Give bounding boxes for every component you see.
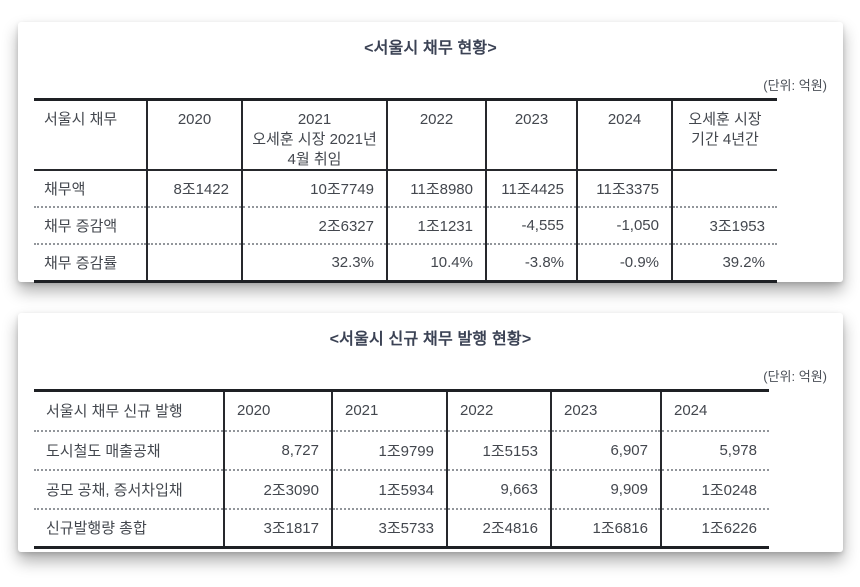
table-cell: 11조3375 xyxy=(576,170,672,208)
table-cell: 39.2% xyxy=(671,244,777,282)
table-row: 채무액 8조1422 10조7749 11조8980 11조4425 11조33… xyxy=(34,170,777,208)
header-cell: 2024 xyxy=(660,390,769,431)
header-row: 서울시 채무 신규 발행 2020 2021 2022 2023 2024 xyxy=(34,390,769,431)
table-cell: -0.9% xyxy=(576,244,672,282)
row-label: 채무 증감액 xyxy=(44,218,118,236)
header-cell: 2023 xyxy=(550,390,661,431)
unit-label: (단위: 억원) xyxy=(763,369,827,384)
table-cell: 10조7749 xyxy=(241,170,387,208)
row-label: 신규발행량 총합 xyxy=(46,520,147,538)
table-cell xyxy=(146,207,242,245)
table-row: 채무 증감률 32.3% 10.4% -3.8% -0.9% 39.2% xyxy=(34,244,777,282)
header-cell: 오세훈 시장 기간 4년간 xyxy=(671,99,777,171)
header-cell: 서울시 채무 xyxy=(44,111,118,128)
table-cell: 1조6816 xyxy=(550,508,661,548)
new-debt-issuance-table: 서울시 채무 신규 발행 2020 2021 2022 2023 2024 도시… xyxy=(34,389,769,549)
table-cell: 8조1422 xyxy=(146,170,242,208)
table-cell: 3조1953 xyxy=(671,207,777,245)
header-cell: 2020 xyxy=(146,99,242,171)
row-label: 채무 증감률 xyxy=(44,255,118,273)
table-cell: -4,555 xyxy=(485,207,577,245)
table-cell: 5,978 xyxy=(660,430,769,470)
header-cell: 2021 오세훈 시장 2021년 4월 취임 xyxy=(241,99,387,171)
header-cell: 2020 xyxy=(223,390,332,431)
table-cell: 9,909 xyxy=(550,469,661,509)
table-cell: 11조4425 xyxy=(485,170,577,208)
table-cell xyxy=(146,244,242,282)
table-cell: 1조9799 xyxy=(331,430,447,470)
debt-status-table: 서울시 채무 2020 2021 오세훈 시장 2021년 4월 취임 2022… xyxy=(34,98,777,283)
table-cell: 11조8980 xyxy=(386,170,486,208)
table-row: 공모 공채, 증서차입채 2조3090 1조5934 9,663 9,909 1… xyxy=(34,469,769,509)
table-cell: -3.8% xyxy=(485,244,577,282)
new-debt-issuance-card: <서울시 신규 채무 발행 현황> (단위: 억원) 서울시 채무 신규 발행 … xyxy=(18,313,843,552)
table-cell: 9,663 xyxy=(446,469,551,509)
header-cell: 2021 xyxy=(331,390,447,431)
table-cell: 2조6327 xyxy=(241,207,387,245)
row-label: 도시철도 매출공채 xyxy=(46,442,161,460)
header-cell: 2022 xyxy=(386,99,486,171)
table-cell: 1조1231 xyxy=(386,207,486,245)
table-cell: 3조5733 xyxy=(331,508,447,548)
table-cell: 1조6226 xyxy=(660,508,769,548)
table-row: 신규발행량 총합 3조1817 3조5733 2조4816 1조6816 1조6… xyxy=(34,508,769,548)
header-cell: 2022 xyxy=(446,390,551,431)
new-debt-issuance-title: <서울시 신규 채무 발행 현황> xyxy=(329,331,532,348)
table-cell: -1,050 xyxy=(576,207,672,245)
row-label: 채무액 xyxy=(44,181,86,199)
table-cell: 32.3% xyxy=(241,244,387,282)
table-cell: 2조4816 xyxy=(446,508,551,548)
table-row: 도시철도 매출공채 8,727 1조9799 1조5153 6,907 5,97… xyxy=(34,430,769,470)
table-cell: 8,727 xyxy=(223,430,332,470)
table-cell: 1조0248 xyxy=(660,469,769,509)
table-row: 채무 증감액 2조6327 1조1231 -4,555 -1,050 3조195… xyxy=(34,207,777,245)
row-label: 공모 공채, 증서차입채 xyxy=(46,481,183,499)
header-row: 서울시 채무 2020 2021 오세훈 시장 2021년 4월 취임 2022… xyxy=(34,99,777,171)
table-cell: 10.4% xyxy=(386,244,486,282)
table-cell: 6,907 xyxy=(550,430,661,470)
table-cell: 1조5934 xyxy=(331,469,447,509)
debt-status-card: <서울시 채무 현황> (단위: 억원) 서울시 채무 2020 2021 오세… xyxy=(18,22,843,283)
header-cell: 서울시 채무 신규 발행 xyxy=(46,403,183,421)
table-cell: 2조3090 xyxy=(223,469,332,509)
header-cell: 2024 xyxy=(576,99,672,171)
debt-status-title: <서울시 채무 현황> xyxy=(364,40,497,57)
table-cell: 3조1817 xyxy=(223,508,332,548)
unit-label: (단위: 억원) xyxy=(763,78,827,93)
table-cell: 1조5153 xyxy=(446,430,551,470)
table-cell xyxy=(671,170,777,208)
header-cell: 2023 xyxy=(485,99,577,171)
